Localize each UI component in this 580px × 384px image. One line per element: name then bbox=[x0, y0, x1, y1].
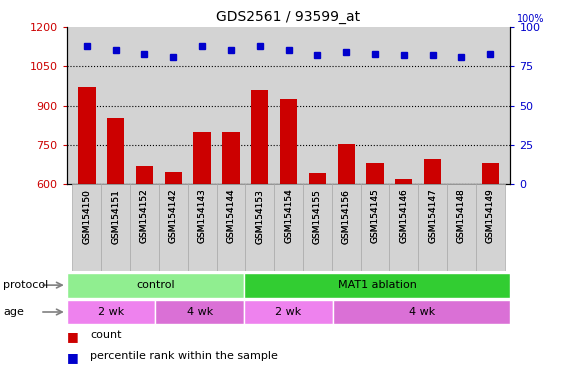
Bar bbox=[107, 118, 124, 342]
Text: GSM154150: GSM154150 bbox=[82, 189, 92, 243]
Text: GSM154147: GSM154147 bbox=[428, 189, 437, 243]
Text: GSM154145: GSM154145 bbox=[371, 189, 379, 243]
Text: GSM154146: GSM154146 bbox=[399, 189, 408, 243]
Bar bbox=[67, 273, 244, 298]
Bar bbox=[309, 172, 326, 342]
Bar bbox=[447, 184, 476, 271]
Bar bbox=[367, 163, 383, 342]
Bar bbox=[159, 184, 188, 271]
Bar bbox=[78, 87, 96, 342]
Text: 4 wk: 4 wk bbox=[408, 307, 435, 317]
Bar bbox=[136, 167, 153, 342]
Bar bbox=[165, 172, 182, 342]
Text: GSM154147: GSM154147 bbox=[428, 189, 437, 243]
Bar bbox=[102, 184, 130, 271]
Text: GSM154149: GSM154149 bbox=[485, 189, 495, 243]
Bar bbox=[338, 144, 355, 342]
Bar bbox=[194, 132, 211, 342]
Text: GSM154152: GSM154152 bbox=[140, 189, 149, 243]
Title: GDS2561 / 93599_at: GDS2561 / 93599_at bbox=[216, 10, 361, 25]
Text: GSM154153: GSM154153 bbox=[255, 189, 264, 243]
Text: GSM154151: GSM154151 bbox=[111, 189, 120, 243]
Text: GSM154143: GSM154143 bbox=[198, 189, 206, 243]
Bar bbox=[418, 184, 447, 271]
Bar bbox=[251, 90, 269, 342]
Bar bbox=[67, 300, 155, 324]
Bar bbox=[130, 184, 159, 271]
Text: GSM154150: GSM154150 bbox=[82, 189, 92, 243]
Bar bbox=[361, 184, 389, 271]
Text: GSM154148: GSM154148 bbox=[457, 189, 466, 243]
Text: percentile rank within the sample: percentile rank within the sample bbox=[90, 351, 278, 361]
Text: GSM154142: GSM154142 bbox=[169, 189, 178, 243]
Text: 4 wk: 4 wk bbox=[187, 307, 213, 317]
Bar bbox=[453, 185, 470, 342]
Text: GSM154155: GSM154155 bbox=[313, 189, 322, 243]
Bar bbox=[332, 184, 361, 271]
Text: GSM154144: GSM154144 bbox=[226, 189, 235, 243]
Text: GSM154154: GSM154154 bbox=[284, 189, 293, 243]
Text: GSM154151: GSM154151 bbox=[111, 189, 120, 243]
Bar bbox=[188, 184, 216, 271]
Bar bbox=[389, 184, 418, 271]
Text: 2 wk: 2 wk bbox=[98, 307, 124, 317]
Bar bbox=[280, 99, 297, 342]
Text: GSM154149: GSM154149 bbox=[485, 189, 495, 243]
Text: GSM154153: GSM154153 bbox=[255, 189, 264, 243]
Text: age: age bbox=[3, 307, 24, 317]
Text: control: control bbox=[136, 280, 175, 290]
Text: GSM154154: GSM154154 bbox=[284, 189, 293, 243]
Text: GSM154146: GSM154146 bbox=[399, 189, 408, 243]
Text: ■: ■ bbox=[67, 330, 78, 343]
Bar bbox=[333, 300, 510, 324]
Text: 2 wk: 2 wk bbox=[276, 307, 302, 317]
Bar bbox=[155, 300, 244, 324]
Bar bbox=[424, 159, 441, 342]
Bar bbox=[395, 179, 412, 342]
Bar bbox=[72, 184, 102, 271]
Bar bbox=[244, 300, 333, 324]
Text: GSM154156: GSM154156 bbox=[342, 189, 351, 243]
Bar bbox=[244, 273, 510, 298]
Text: protocol: protocol bbox=[3, 280, 48, 290]
Text: ■: ■ bbox=[67, 351, 78, 364]
Text: GSM154144: GSM154144 bbox=[226, 189, 235, 243]
Text: GSM154155: GSM154155 bbox=[313, 189, 322, 243]
Bar bbox=[476, 184, 505, 271]
Text: 100%: 100% bbox=[517, 14, 545, 24]
Bar bbox=[216, 184, 245, 271]
Text: GSM154143: GSM154143 bbox=[198, 189, 206, 243]
Bar bbox=[274, 184, 303, 271]
Text: MAT1 ablation: MAT1 ablation bbox=[338, 280, 416, 290]
Text: GSM154148: GSM154148 bbox=[457, 189, 466, 243]
Text: GSM154156: GSM154156 bbox=[342, 189, 351, 243]
Text: GSM154142: GSM154142 bbox=[169, 189, 178, 243]
Bar bbox=[481, 163, 499, 342]
Text: GSM154145: GSM154145 bbox=[371, 189, 379, 243]
Text: count: count bbox=[90, 330, 121, 340]
Bar bbox=[303, 184, 332, 271]
Bar bbox=[222, 132, 240, 342]
Text: GSM154152: GSM154152 bbox=[140, 189, 149, 243]
Bar bbox=[245, 184, 274, 271]
